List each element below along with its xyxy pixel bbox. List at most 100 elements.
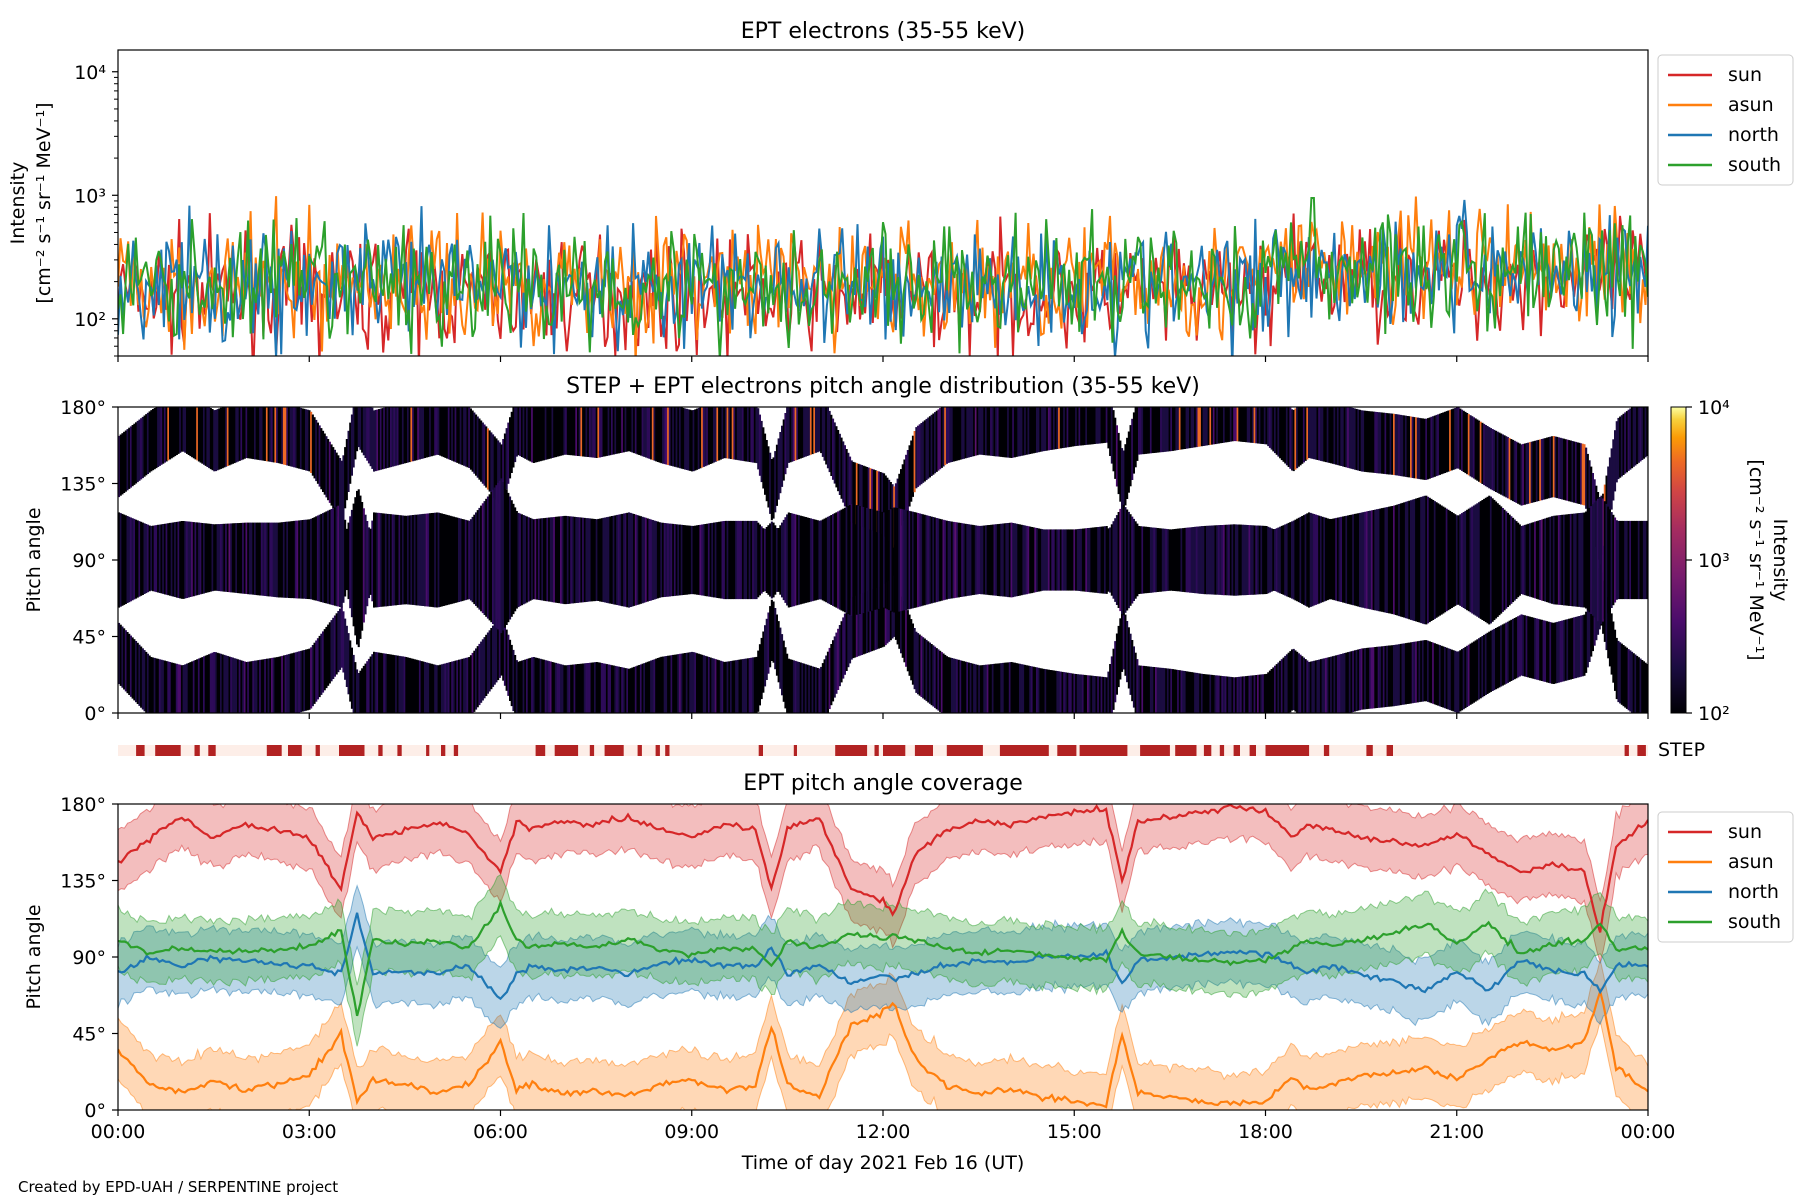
heatmap-cell-sun <box>214 409 217 472</box>
heatmap-cell-asun <box>962 661 965 713</box>
heatmap-cell-center <box>226 523 229 592</box>
heatmap-cell-center <box>1195 526 1198 594</box>
heatmap-cell-center <box>231 523 234 593</box>
heatmap-cell-center <box>1010 522 1013 598</box>
heatmap-cell-asun <box>1070 673 1073 713</box>
heatmap-cell-sun <box>306 409 309 471</box>
heatmap-cell-center <box>599 518 602 602</box>
heatmap-cell-sun <box>932 413 935 475</box>
heatmap-cell-asun <box>194 660 197 713</box>
heatmap-cell-asun <box>359 670 362 713</box>
heatmap-cell-sun <box>1566 439 1569 501</box>
heatmap-cell-asun <box>859 594 862 656</box>
heatmap-cell-sun <box>1619 416 1622 478</box>
heatmap-cell-asun <box>1345 652 1348 713</box>
heatmap-cell-asun <box>653 659 656 713</box>
heatmap-cell-center <box>1224 524 1227 596</box>
heatmap-cell-center <box>1160 528 1163 592</box>
heatmap-cell-center <box>522 515 525 605</box>
heatmap-cell-center <box>906 510 909 610</box>
heatmap-cell-asun <box>493 623 496 685</box>
heatmap-cell-asun <box>196 659 199 713</box>
heatmap-cell-center <box>1450 512 1453 608</box>
heatmap-cell-sun <box>775 444 778 506</box>
heatmap-cell-center <box>1622 520 1625 600</box>
heatmap-cell-sun <box>225 407 228 467</box>
heatmap-cell-sun <box>685 408 688 470</box>
heatmap-cell-asun <box>379 652 382 713</box>
heatmap-cell-center <box>633 514 636 606</box>
heatmap-cell-center <box>1617 520 1620 600</box>
heatmap-cell-asun <box>333 615 336 677</box>
heatmap-cell-center <box>197 522 200 595</box>
heatmap-cell-center <box>908 510 911 610</box>
heatmap-cell-sun <box>796 407 799 460</box>
heatmap-cell-center <box>667 523 670 597</box>
heatmap-cell-asun <box>1563 620 1566 682</box>
heatmap-cell-asun <box>799 662 802 713</box>
heatmap-cell-sun <box>588 407 591 458</box>
heatmap-cell-center <box>611 516 614 604</box>
heatmap-cell-center <box>614 515 617 605</box>
heatmap-cell-center <box>762 528 765 592</box>
colorbar-tick-label: 10³ <box>1698 550 1730 572</box>
heatmap-cell-sun <box>1139 407 1142 455</box>
heatmap-cell-center <box>803 516 806 604</box>
heatmap-cell-sun <box>265 407 268 462</box>
heatmap-cell-center <box>741 520 744 600</box>
heatmap-cell-center <box>308 519 311 600</box>
heatmap-cell-center <box>1525 524 1528 596</box>
heatmap-cell-asun <box>298 651 301 713</box>
heatmap-cell-center <box>272 522 275 597</box>
heatmap-cell-asun <box>609 664 612 713</box>
heatmap-cell-center <box>719 521 722 599</box>
heatmap-cell-asun <box>758 644 761 706</box>
heatmap-cell-asun <box>701 654 704 713</box>
heatmap-cell-center <box>454 517 457 603</box>
heatmap-cell-sun <box>1207 407 1210 446</box>
heatmap-cell-sun <box>1333 407 1336 465</box>
step-segment <box>535 745 546 756</box>
heatmap-cell-asun <box>1272 667 1275 713</box>
heatmap-cell-asun <box>157 658 160 713</box>
heatmap-cell-sun <box>1299 407 1302 466</box>
heatmap-cell-asun <box>1542 620 1545 682</box>
heatmap-cell-sun <box>639 407 642 456</box>
heatmap-cell-asun <box>706 656 709 713</box>
heatmap-cell-asun <box>1578 616 1581 678</box>
heatmap-cell-asun <box>1556 621 1559 684</box>
heatmap-cell-center <box>587 518 590 602</box>
heatmap-cell-sun <box>1073 407 1076 447</box>
heatmap-cell-center <box>1002 523 1005 597</box>
heatmap-cell-sun <box>711 407 714 464</box>
heatmap-cell-sun <box>1501 434 1504 496</box>
heatmap-cell-sun <box>464 407 467 467</box>
step-segment <box>604 745 624 756</box>
heatmap-cell-center <box>1629 520 1632 600</box>
heatmap-cell-asun <box>1148 666 1151 713</box>
heatmap-cell-asun <box>276 657 279 713</box>
heatmap-cell-asun <box>1083 674 1086 713</box>
heatmap-cell-sun <box>1112 410 1115 472</box>
heatmap-cell-asun <box>299 650 302 713</box>
heatmap-cell-asun <box>339 608 342 670</box>
heatmap-cell-asun <box>390 654 393 713</box>
heatmap-cell-asun <box>1513 618 1516 680</box>
heatmap-cell-sun <box>855 463 858 525</box>
heatmap-cell-asun <box>1559 621 1562 683</box>
heatmap-cell-center <box>1309 512 1312 607</box>
heatmap-cell-asun <box>1059 671 1062 713</box>
heatmap-cell-center <box>1257 525 1260 595</box>
heatmap-cell-sun <box>1573 441 1576 503</box>
heatmap-cell-center <box>849 505 852 615</box>
heatmap-cell-asun <box>407 657 410 713</box>
heatmap-cell-asun <box>257 660 260 713</box>
heatmap-cell-asun <box>354 662 357 713</box>
heatmap-cell-asun <box>883 585 886 647</box>
heatmap-cell-center <box>996 524 999 596</box>
heatmap-cell-asun <box>1251 675 1254 713</box>
heatmap-cell-center <box>826 516 829 604</box>
heatmap-cell-sun <box>1117 432 1120 495</box>
heatmap-cell-asun <box>1343 653 1346 713</box>
heatmap-cell-asun <box>964 661 967 713</box>
